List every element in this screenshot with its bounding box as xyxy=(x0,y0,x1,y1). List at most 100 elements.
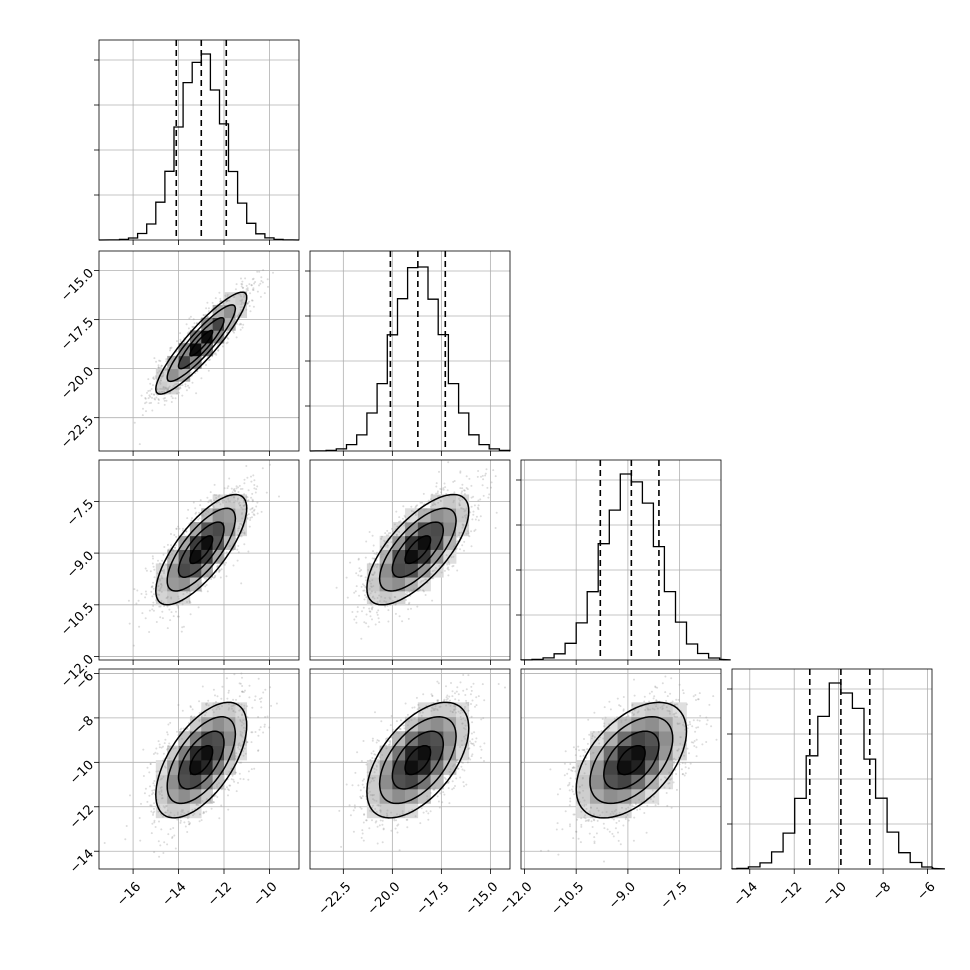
sample-point xyxy=(203,577,206,580)
sample-point xyxy=(453,705,455,708)
sample-point xyxy=(153,819,156,822)
sample-point xyxy=(580,817,583,820)
sample-point xyxy=(103,842,106,844)
sample-point xyxy=(408,601,411,604)
sample-point xyxy=(437,682,440,685)
sample-point xyxy=(178,527,181,530)
sample-point xyxy=(475,696,478,699)
sample-point xyxy=(444,778,447,781)
sample-point xyxy=(158,746,161,749)
sample-point xyxy=(449,768,452,771)
sample-point xyxy=(168,392,171,395)
sample-point xyxy=(185,530,188,533)
sample-point xyxy=(377,804,380,807)
sample-point xyxy=(252,513,255,516)
density-cell xyxy=(672,731,687,746)
sample-point xyxy=(151,555,154,558)
sample-point xyxy=(360,797,363,800)
sample-point xyxy=(483,742,486,745)
sample-point xyxy=(209,352,212,355)
sample-point xyxy=(386,814,389,817)
sample-point xyxy=(172,827,175,829)
sample-point xyxy=(584,820,587,822)
sample-point xyxy=(461,516,464,519)
sample-point xyxy=(147,378,150,381)
x-tick-label: −12 xyxy=(205,879,235,909)
sample-point xyxy=(429,792,432,794)
sample-point xyxy=(564,810,567,813)
sample-point xyxy=(449,770,452,773)
sample-point xyxy=(365,763,368,766)
density-cell xyxy=(589,745,605,761)
sample-point xyxy=(252,474,255,477)
sample-point xyxy=(471,742,474,745)
density-cell xyxy=(224,535,236,550)
density-cell xyxy=(392,522,406,537)
sample-point xyxy=(454,785,456,787)
sample-point xyxy=(578,791,581,794)
sample-point xyxy=(653,695,656,698)
sample-point xyxy=(655,699,658,702)
sample-point xyxy=(238,772,241,775)
sample-point xyxy=(465,513,468,516)
sample-point xyxy=(595,832,598,835)
sample-point xyxy=(228,784,231,787)
sample-point xyxy=(464,719,467,722)
sample-point xyxy=(188,600,191,603)
sample-point xyxy=(178,391,180,394)
sample-point xyxy=(593,842,596,845)
sample-point xyxy=(160,599,163,602)
sample-point xyxy=(235,322,238,325)
sample-point xyxy=(581,804,583,807)
sample-point xyxy=(250,496,253,499)
sample-point xyxy=(688,721,691,723)
density-cell xyxy=(443,494,457,509)
sample-point xyxy=(233,331,235,334)
sample-point xyxy=(163,388,166,391)
sample-point xyxy=(678,683,681,686)
sample-point xyxy=(222,785,225,787)
density-cell xyxy=(235,702,248,718)
sample-point xyxy=(651,789,654,792)
sample-point xyxy=(693,745,696,747)
sample-point xyxy=(365,622,368,625)
sample-point xyxy=(362,589,365,592)
sample-point xyxy=(163,806,166,809)
sample-point xyxy=(459,746,462,748)
sample-point xyxy=(549,768,552,771)
sample-point xyxy=(205,307,208,310)
sample-point xyxy=(674,715,677,718)
sample-point xyxy=(358,567,361,570)
sample-point xyxy=(417,703,420,706)
sample-point xyxy=(661,705,664,708)
sample-point xyxy=(153,568,156,571)
sample-point xyxy=(477,519,480,522)
sample-point xyxy=(235,485,238,488)
sample-point xyxy=(218,500,221,503)
sample-point xyxy=(218,291,221,294)
sample-point xyxy=(161,375,164,378)
sample-point xyxy=(575,830,578,833)
sample-point xyxy=(244,689,246,692)
sample-point xyxy=(676,749,679,752)
sample-point xyxy=(655,699,658,702)
sample-point xyxy=(582,754,585,757)
sample-point xyxy=(169,349,171,352)
sample-point xyxy=(395,819,398,822)
sample-point xyxy=(372,779,375,782)
sample-point xyxy=(406,724,409,727)
sample-point xyxy=(215,700,217,703)
sample-point xyxy=(363,778,365,781)
sample-point xyxy=(241,512,244,514)
sample-point xyxy=(137,599,140,602)
sample-point xyxy=(601,811,604,814)
sample-point xyxy=(470,496,473,499)
sample-point xyxy=(590,737,593,740)
sample-point xyxy=(467,701,470,704)
sample-point xyxy=(668,787,671,790)
sample-point xyxy=(429,572,432,575)
sample-point xyxy=(710,725,713,728)
sample-point xyxy=(470,545,473,548)
sample-point xyxy=(684,772,687,775)
sample-point xyxy=(439,499,442,502)
